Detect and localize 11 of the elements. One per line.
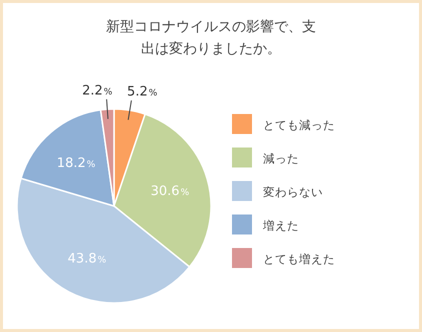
legend-label: 変わらない [263,185,323,199]
legend-label: 減った [263,152,299,166]
data-label: 30.6% [150,184,190,199]
chart-title: 新型コロナウイルスの影響で、支出は変わりましたか。 [106,18,316,59]
legend-label: とても減った [263,118,335,132]
legend-label: 増えた [262,218,299,232]
data-label: 2.2% [82,83,113,98]
data-label: 43.8% [68,252,107,267]
data-label: 5.2% [127,84,158,100]
legend-label: とても増えた [263,252,335,266]
data-label: 18.2% [56,156,96,171]
